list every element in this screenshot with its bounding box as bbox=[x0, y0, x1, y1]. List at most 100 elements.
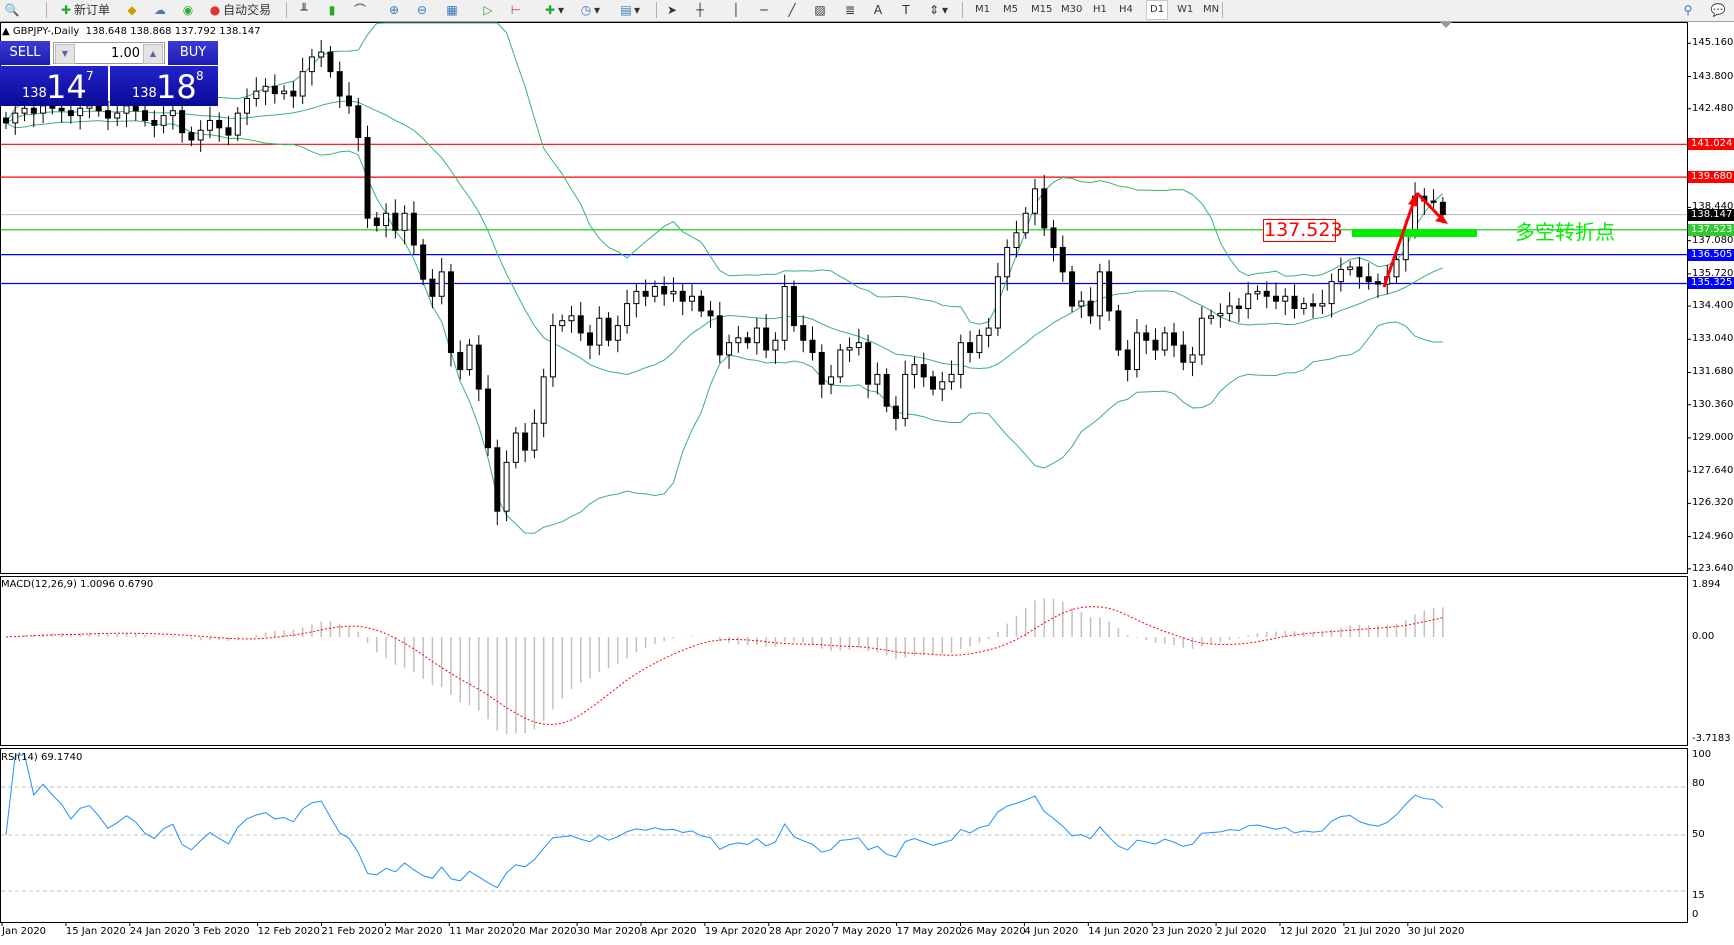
bullish-candle bbox=[1282, 295, 1289, 302]
timeframe-h1[interactable]: H1 bbox=[1093, 4, 1107, 15]
timeframe-m1[interactable]: M1 bbox=[975, 4, 990, 15]
timeframe-h4[interactable]: H4 bbox=[1119, 4, 1133, 15]
bullish-candle bbox=[596, 317, 603, 346]
tile-windows-icon[interactable]: ▦ bbox=[446, 3, 458, 17]
date-axis-label: 23 Jun 2020 bbox=[1152, 926, 1213, 937]
price-axis-label: 145.160 bbox=[1692, 37, 1734, 49]
sell-button[interactable]: SELL bbox=[0, 41, 50, 65]
bullish-candle bbox=[299, 71, 306, 97]
chart-shift-icon[interactable]: ▷ bbox=[483, 3, 493, 17]
bearish-candle bbox=[1263, 290, 1270, 297]
timeframe-mn[interactable]: MN bbox=[1203, 4, 1220, 15]
bearish-candle bbox=[679, 290, 686, 302]
horizontal-line-icon[interactable]: ─ bbox=[760, 3, 768, 17]
text-label-icon[interactable]: T bbox=[902, 3, 910, 17]
bearish-candle bbox=[179, 110, 186, 134]
candlestick-icon[interactable]: ▮ bbox=[328, 3, 336, 17]
market-watch-icon[interactable]: ☁ bbox=[154, 3, 166, 17]
bar-chart-icon[interactable]: ╨ bbox=[300, 3, 308, 17]
bearish-candle bbox=[920, 364, 927, 378]
down-arrow bbox=[1415, 191, 1443, 220]
crosshair-icon[interactable]: ┼ bbox=[696, 3, 704, 17]
search-chart-icon[interactable]: 🔍 bbox=[4, 3, 20, 17]
bullish-candle bbox=[12, 112, 19, 124]
autoscroll-icon[interactable]: ⊢ bbox=[510, 3, 522, 17]
bollinger-lower-band bbox=[5, 120, 1443, 534]
templates-icon[interactable]: ▤ ▾ bbox=[620, 3, 641, 17]
lot-size-input[interactable]: ▼ 1.00 ▲ bbox=[53, 42, 165, 64]
new-order-button[interactable]: ✚ 新订单 bbox=[58, 1, 110, 19]
price-level-tag: 138.147 bbox=[1688, 208, 1734, 221]
bullish-candle bbox=[234, 112, 241, 136]
trendline-icon[interactable]: ╱ bbox=[788, 3, 796, 17]
price-axis-label: 129.000 bbox=[1692, 431, 1734, 443]
signals-icon[interactable]: ◉ bbox=[182, 3, 194, 17]
timeframe-d1[interactable]: D1 bbox=[1146, 0, 1169, 20]
date-axis-label: Jan 2020 bbox=[2, 926, 47, 937]
rsi-label: RSI(14) 69.1740 bbox=[1, 752, 83, 763]
timeframe-m15[interactable]: M15 bbox=[1031, 4, 1053, 15]
lot-increase-button[interactable]: ▲ bbox=[143, 44, 163, 64]
price-axis-label: 131.680 bbox=[1692, 366, 1734, 378]
bearish-candle bbox=[364, 137, 371, 219]
fibonacci-icon[interactable]: ≣ bbox=[844, 3, 856, 17]
symbol-label: GBPJPY-,Daily bbox=[12, 26, 80, 37]
pivot-zone-bar bbox=[1352, 229, 1477, 237]
rsi-line bbox=[5, 754, 1444, 889]
metaeditor-icon[interactable]: ◆ bbox=[127, 3, 137, 17]
indicators-icon[interactable]: ✚ ▾ bbox=[544, 3, 565, 17]
bearish-candle bbox=[67, 110, 74, 117]
macd-axis-max: 1.894 bbox=[1692, 579, 1721, 590]
vertical-line-icon[interactable]: │ bbox=[732, 3, 740, 17]
buy-price[interactable]: 138 18 8 bbox=[110, 66, 218, 106]
auto-trading-button[interactable]: ● 自动交易 bbox=[207, 1, 271, 19]
price-axis-label: 130.360 bbox=[1692, 398, 1734, 410]
toolbar-divider bbox=[286, 2, 287, 18]
cursor-icon[interactable]: ➤ bbox=[666, 3, 678, 17]
bearish-candle bbox=[1041, 188, 1048, 229]
bullish-candle bbox=[1393, 259, 1400, 278]
search-icon[interactable]: ⚲ bbox=[1683, 3, 1693, 17]
bullish-candle bbox=[169, 110, 176, 117]
sell-price[interactable]: 138 14 7 bbox=[0, 66, 108, 106]
timeframe-m5[interactable]: M5 bbox=[1003, 4, 1018, 15]
bearish-candle bbox=[892, 405, 899, 419]
bullish-candle bbox=[253, 90, 260, 99]
bullish-candle bbox=[1022, 212, 1029, 234]
pivot-point-label[interactable]: 多空转折点 bbox=[1515, 220, 1615, 244]
text-icon[interactable]: A bbox=[873, 3, 883, 17]
bearish-candle bbox=[809, 339, 816, 353]
price-axis-label: 135.720 bbox=[1692, 267, 1734, 279]
zoom-out-icon[interactable]: ⊖ bbox=[416, 3, 428, 17]
bullish-candle bbox=[994, 276, 1001, 329]
bullish-candle bbox=[503, 461, 510, 512]
timeframe-w1[interactable]: W1 bbox=[1177, 4, 1194, 15]
arrows-icon[interactable]: ⇕ ▾ bbox=[928, 3, 949, 17]
bearish-candle bbox=[327, 51, 334, 73]
bearish-candle bbox=[865, 342, 872, 385]
bearish-candle bbox=[818, 351, 825, 385]
bearish-candle bbox=[642, 290, 649, 297]
toolbar-divider bbox=[656, 2, 657, 18]
bullish-candle bbox=[1013, 232, 1020, 248]
lot-decrease-button[interactable]: ▼ bbox=[55, 44, 75, 64]
bearish-candle bbox=[883, 373, 890, 407]
periods-clock-icon[interactable]: ◷ ▾ bbox=[580, 3, 601, 17]
timeframe-m30[interactable]: M30 bbox=[1061, 4, 1083, 15]
level-price-box[interactable]: 137.523 bbox=[1263, 219, 1343, 242]
bullish-candle bbox=[1208, 315, 1215, 319]
price-axis-label: 142.480 bbox=[1692, 102, 1734, 114]
macd-signal-line bbox=[5, 606, 1443, 726]
ohlc-label: 138.648 138.868 137.792 138.147 bbox=[85, 26, 261, 37]
line-chart-icon[interactable]: ⌒ bbox=[353, 3, 366, 17]
bearish-candle bbox=[410, 212, 417, 246]
bullish-candle bbox=[976, 334, 983, 353]
bullish-candle bbox=[160, 115, 167, 126]
chat-icon[interactable]: 💬 bbox=[1710, 3, 1726, 17]
date-axis-label: 28 Apr 2020 bbox=[768, 926, 831, 937]
buy-button[interactable]: BUY bbox=[168, 41, 218, 65]
equidistant-channel-icon[interactable]: ▨ bbox=[814, 3, 826, 17]
zoom-in-icon[interactable]: ⊕ bbox=[388, 3, 400, 17]
bearish-candle bbox=[1050, 227, 1057, 248]
